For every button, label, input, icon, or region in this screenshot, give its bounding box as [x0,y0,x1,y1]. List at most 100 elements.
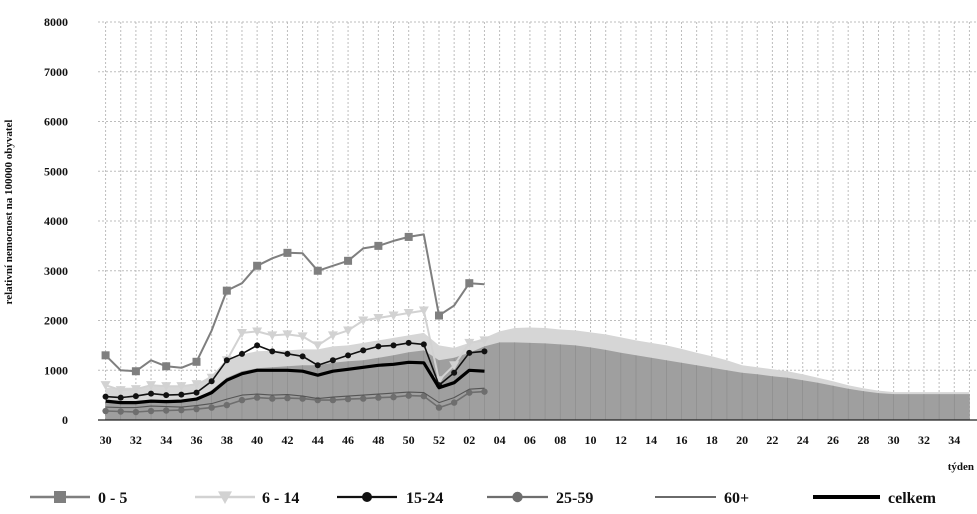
grid-lines [98,21,977,420]
series-2-point-10 [254,342,261,349]
series-1 [100,306,490,396]
legend-item-0: 0 - 5 [30,490,127,507]
series-1-point-11 [267,331,278,341]
series-1-point-9 [236,328,247,338]
series-2-point-13 [299,353,306,360]
series-3-point-24 [466,389,473,396]
series-2-point-2 [132,393,139,400]
series-3-point-8 [223,401,231,409]
series-line-5 [105,360,485,405]
series-2-point-15 [329,357,336,364]
series-2-point-19 [390,342,397,349]
x-tick-label-26: 30 [888,433,900,447]
x-tick-label-12: 02 [463,433,475,447]
x-tick-label-21: 20 [736,433,748,447]
series-3-point-12 [284,394,291,402]
series-lines [100,232,490,416]
series-0-point-2 [131,367,140,376]
x-tick-label-23: 24 [797,433,809,447]
y-tick-label-6: 6000 [44,115,68,129]
legend-item-5: celkem [813,490,937,507]
series-2-point-21 [420,341,427,348]
series-3-point-0 [102,407,109,415]
series-2-point-17 [360,347,367,354]
series-0-point-6 [192,357,201,366]
series-0-point-14 [313,266,322,275]
series-1-point-0 [100,381,111,391]
series-2-point-20 [405,339,412,346]
series-3-point-11 [269,395,276,402]
series-3-point-20 [405,392,412,399]
series-2-point-18 [375,343,382,350]
y-tick-label-0: 0 [62,413,68,427]
series-3-point-2 [132,408,140,416]
series-2-point-5 [178,391,185,398]
series-1-point-18 [373,314,384,324]
series-1-point-24 [464,338,475,348]
series-3-point-13 [299,395,306,402]
series-1-point-4 [161,382,172,392]
legend-item-1: 6 - 14 [195,490,299,507]
series-3-point-10 [253,394,261,401]
x-tick-label-0: 30 [100,433,112,447]
series-0-point-4 [162,362,171,371]
series-3-point-23 [450,399,458,406]
series-0-point-20 [404,232,413,241]
legend-label-1: 6 - 14 [262,490,299,507]
series-2-point-9 [238,350,245,357]
series-3-point-18 [375,394,382,401]
series-2-point-11 [269,348,276,355]
series-1-point-25 [479,336,490,346]
y-axis-title: relativní nemocnost na 100000 obyvatel [3,120,15,305]
legend-label-0: 0 - 5 [98,490,127,507]
x-tick-label-17: 12 [615,433,627,447]
series-0-point-0 [101,351,110,360]
x-tick-label-9: 48 [372,433,384,447]
x-tick-labels: 30 32 34 36 38 40 42 44 46 48 50 52 02 04 06 08 10 12 14 16… [100,433,961,447]
x-tick-label-20: 18 [706,433,718,447]
x-tick-label-15: 08 [554,433,566,447]
x-tick-label-10: 50 [403,433,415,447]
x-tick-label-22: 22 [766,433,778,447]
series-3-point-3 [147,407,155,415]
series-1-point-21 [418,306,429,316]
series-2-point-14 [314,362,321,369]
x-tick-label-11: 52 [433,433,445,447]
legend-item-4: 60+ [655,490,749,507]
y-tick-label-2: 2000 [44,314,68,328]
series-3-point-9 [238,396,246,404]
y-tick-label-7: 7000 [44,65,68,79]
series-line-4 [105,387,485,409]
series-3-point-5 [178,406,185,414]
x-tick-label-3: 36 [191,433,203,447]
series-2-point-7 [208,378,215,385]
legend-item-2: 15-24 [337,490,443,507]
x-tick-label-19: 16 [675,433,687,447]
y-tick-label-3: 3000 [44,264,68,278]
series-1-point-6 [191,380,202,390]
series-1-point-17 [358,316,369,326]
series-2-point-8 [223,357,230,364]
series-0-point-12 [283,248,292,257]
series-3-point-22 [435,404,443,411]
x-tick-label-18: 14 [645,433,657,447]
x-tick-label-5: 40 [251,433,263,447]
x-axis-title: týden [948,461,974,473]
series-1-point-1 [115,386,126,396]
x-tick-label-14: 06 [524,433,536,447]
series-1-point-3 [146,381,157,391]
series-1-point-15 [327,331,338,341]
series-3-point-16 [344,395,352,403]
legend-label-2: 15-24 [406,490,443,507]
series-1-point-12 [282,330,293,340]
legend-marker-1 [218,491,232,504]
series-3-point-17 [360,395,367,402]
x-tick-label-8: 46 [342,433,354,447]
x-tick-label-4: 38 [221,433,233,447]
x-tick-label-28: 34 [948,433,960,447]
series-3 [102,388,488,416]
series-1-point-10 [252,327,263,337]
x-tick-label-7: 44 [312,433,324,447]
x-tick-label-1: 32 [130,433,142,447]
